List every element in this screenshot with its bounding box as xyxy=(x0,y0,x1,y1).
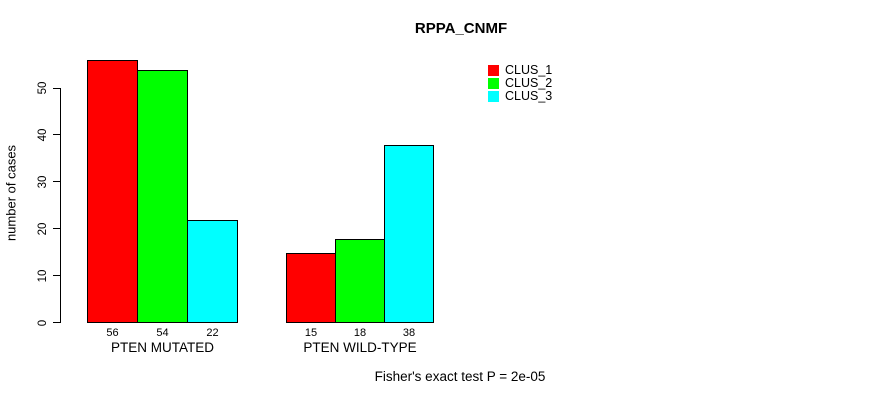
annotation-text: Fisher's exact test P = 2e-05 xyxy=(374,369,546,384)
bar-value-label: 15 xyxy=(304,327,318,339)
legend-swatch xyxy=(488,78,499,89)
y-tick-label: 40 xyxy=(37,128,49,142)
y-tick-label: 50 xyxy=(37,81,49,95)
y-tick-label: 20 xyxy=(37,222,49,236)
y-tick-mark xyxy=(53,87,61,89)
y-tick-label: 30 xyxy=(37,175,49,189)
y-tick-mark xyxy=(53,322,61,323)
category-label: PTEN WILD-TYPE xyxy=(303,340,417,355)
bar-value-label: 18 xyxy=(353,327,367,339)
legend-swatch xyxy=(488,65,499,76)
y-axis-line xyxy=(60,88,61,323)
legend-item: CLUS_3 xyxy=(488,90,552,103)
y-tick-mark xyxy=(53,181,61,183)
bar xyxy=(286,253,336,323)
bar-value-label: 22 xyxy=(206,327,219,339)
y-tick-label: 0 xyxy=(37,319,49,326)
legend-swatch xyxy=(488,91,499,102)
y-axis-label: number of cases xyxy=(3,144,19,242)
y-tick-mark xyxy=(53,228,61,230)
legend-item-label: CLUS_3 xyxy=(505,89,553,103)
y-tick-mark xyxy=(53,134,61,136)
bar-value-label: 38 xyxy=(402,327,416,339)
chart-title: RPPA_CNMF xyxy=(414,20,508,37)
bar xyxy=(137,70,188,323)
bar-value-label: 54 xyxy=(156,327,169,339)
bar-value-label: 56 xyxy=(106,327,119,339)
y-tick-mark xyxy=(53,275,61,277)
legend-item-label: CLUS_2 xyxy=(505,76,553,90)
legend-item: CLUS_1 xyxy=(488,64,552,77)
legend-item-label: CLUS_1 xyxy=(505,63,553,77)
bar xyxy=(384,145,434,323)
category-label: PTEN MUTATED xyxy=(111,340,214,355)
bar xyxy=(87,60,138,323)
legend: CLUS_1 CLUS_2 CLUS_3 xyxy=(488,64,552,103)
y-tick-label: 10 xyxy=(37,269,49,283)
bar xyxy=(335,239,385,323)
bar xyxy=(187,220,238,323)
legend-item: CLUS_2 xyxy=(488,77,552,90)
